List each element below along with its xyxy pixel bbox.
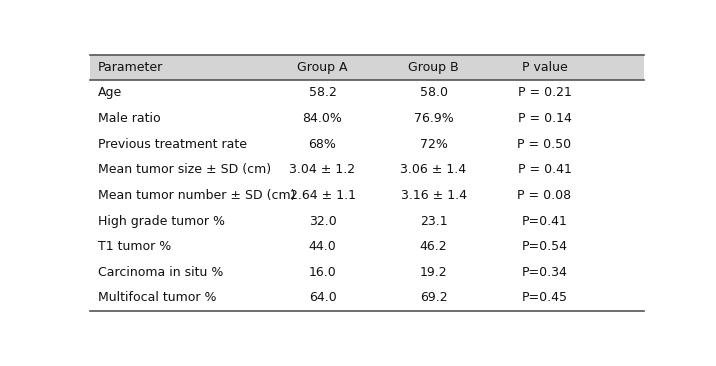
- Text: P = 0.41: P = 0.41: [518, 163, 571, 176]
- Text: P = 0.50: P = 0.50: [518, 138, 571, 150]
- Text: T1 tumor %: T1 tumor %: [98, 240, 171, 253]
- Text: Group B: Group B: [408, 61, 459, 74]
- Text: P=0.41: P=0.41: [521, 214, 568, 228]
- Bar: [90, 55, 644, 80]
- Text: 2.64 ± 1.1: 2.64 ± 1.1: [289, 189, 356, 202]
- Text: 3.06 ± 1.4: 3.06 ± 1.4: [400, 163, 467, 176]
- Text: P = 0.21: P = 0.21: [518, 86, 571, 99]
- Text: 58.0: 58.0: [420, 86, 448, 99]
- Text: 84.0%: 84.0%: [303, 112, 342, 125]
- Text: 72%: 72%: [420, 138, 448, 150]
- Text: 46.2: 46.2: [420, 240, 448, 253]
- Text: 16.0: 16.0: [309, 266, 337, 279]
- Text: Male ratio: Male ratio: [98, 112, 160, 125]
- Text: 69.2: 69.2: [420, 291, 448, 305]
- Text: Mean tumor size ± SD (cm): Mean tumor size ± SD (cm): [98, 163, 271, 176]
- Text: 58.2: 58.2: [309, 86, 337, 99]
- Text: 3.04 ± 1.2: 3.04 ± 1.2: [289, 163, 356, 176]
- Text: P=0.54: P=0.54: [521, 240, 568, 253]
- Text: 64.0: 64.0: [309, 291, 337, 305]
- Text: 76.9%: 76.9%: [414, 112, 453, 125]
- Text: Parameter: Parameter: [98, 61, 163, 74]
- Text: P=0.45: P=0.45: [521, 291, 568, 305]
- Text: 44.0: 44.0: [309, 240, 337, 253]
- Text: P=0.34: P=0.34: [521, 266, 568, 279]
- Text: P = 0.08: P = 0.08: [518, 189, 571, 202]
- Text: Previous treatment rate: Previous treatment rate: [98, 138, 247, 150]
- Text: 23.1: 23.1: [420, 214, 448, 228]
- Text: High grade tumor %: High grade tumor %: [98, 214, 225, 228]
- Text: 32.0: 32.0: [309, 214, 337, 228]
- Text: P value: P value: [522, 61, 567, 74]
- Text: Multifocal tumor %: Multifocal tumor %: [98, 291, 216, 305]
- Text: P = 0.14: P = 0.14: [518, 112, 571, 125]
- Text: 19.2: 19.2: [420, 266, 448, 279]
- Text: Age: Age: [98, 86, 122, 99]
- Text: 3.16 ± 1.4: 3.16 ± 1.4: [400, 189, 467, 202]
- Text: Group A: Group A: [297, 61, 348, 74]
- Text: 68%: 68%: [309, 138, 337, 150]
- Text: Carcinoma in situ %: Carcinoma in situ %: [98, 266, 223, 279]
- Text: Mean tumor number ± SD (cm): Mean tumor number ± SD (cm): [98, 189, 295, 202]
